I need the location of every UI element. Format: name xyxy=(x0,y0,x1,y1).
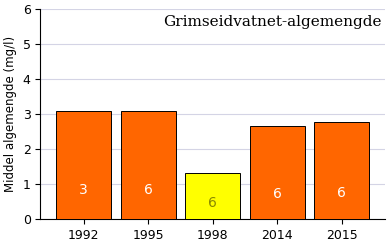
Y-axis label: Middel algemengde (mg/l): Middel algemengde (mg/l) xyxy=(4,36,17,192)
Text: Grimseidvatnet-algemengde: Grimseidvatnet-algemengde xyxy=(163,15,381,30)
Bar xyxy=(56,111,111,219)
Bar xyxy=(185,173,240,219)
Text: 3: 3 xyxy=(79,184,88,198)
Text: 6: 6 xyxy=(208,196,217,210)
Bar xyxy=(250,126,305,219)
Bar xyxy=(314,122,369,219)
Bar xyxy=(121,111,175,219)
Text: 6: 6 xyxy=(273,186,282,200)
Text: 6: 6 xyxy=(337,186,346,200)
Text: 6: 6 xyxy=(144,184,152,198)
